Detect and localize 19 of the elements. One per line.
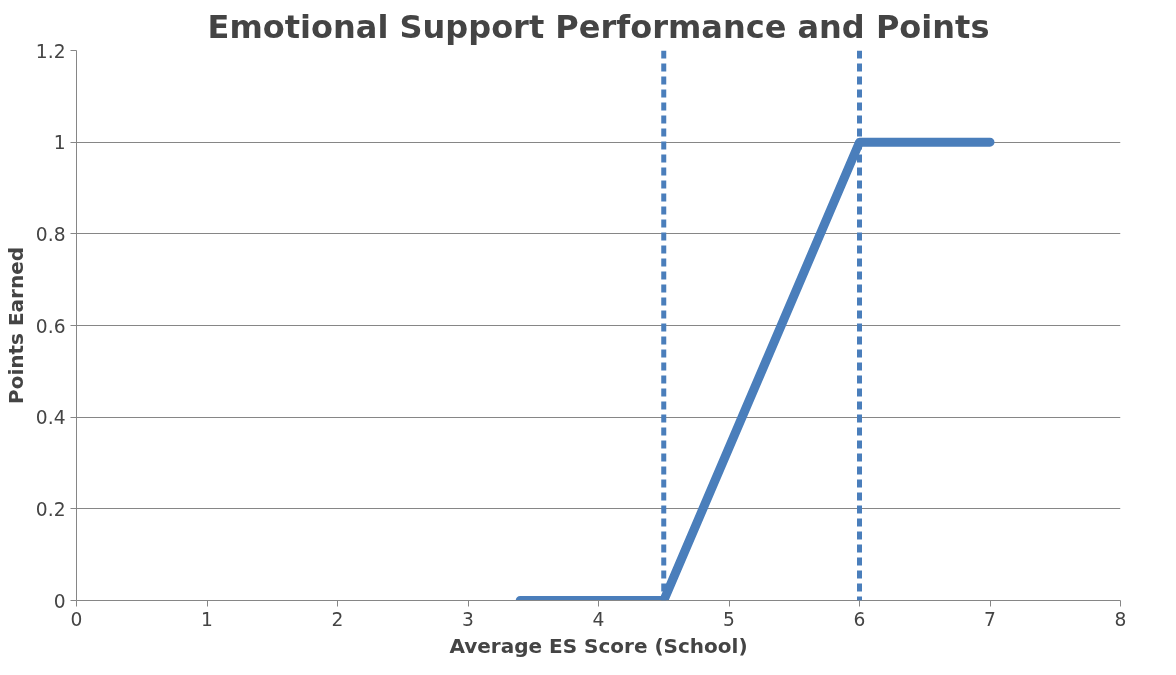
y-tick-label: 1 [53, 132, 66, 154]
y-tick-label: 0.6 [35, 315, 66, 337]
y-tick-label: 1.2 [35, 40, 66, 62]
x-tick-label: 2 [331, 608, 344, 630]
y-tick-label: 0.2 [35, 498, 66, 520]
x-tick-label: 4 [592, 608, 605, 630]
x-tick-label: 8 [1114, 608, 1127, 630]
x-tick-label: 6 [853, 608, 866, 630]
x-tick-label: 3 [462, 608, 474, 630]
x-tick-label: 5 [723, 608, 735, 630]
y-tick-label: 0 [53, 590, 66, 612]
x-tick-label: 0 [70, 608, 83, 630]
x-tick-label: 1 [201, 608, 213, 630]
y-tick-label: 0.8 [35, 223, 66, 245]
x-tick-label: 7 [984, 608, 996, 630]
y-axis-title: Points Earned [3, 246, 28, 405]
chart-title: Emotional Support Performance and Points [207, 7, 990, 46]
y-tick-label: 0.4 [35, 407, 66, 429]
x-axis-title: Average ES Score (School) [449, 633, 748, 658]
